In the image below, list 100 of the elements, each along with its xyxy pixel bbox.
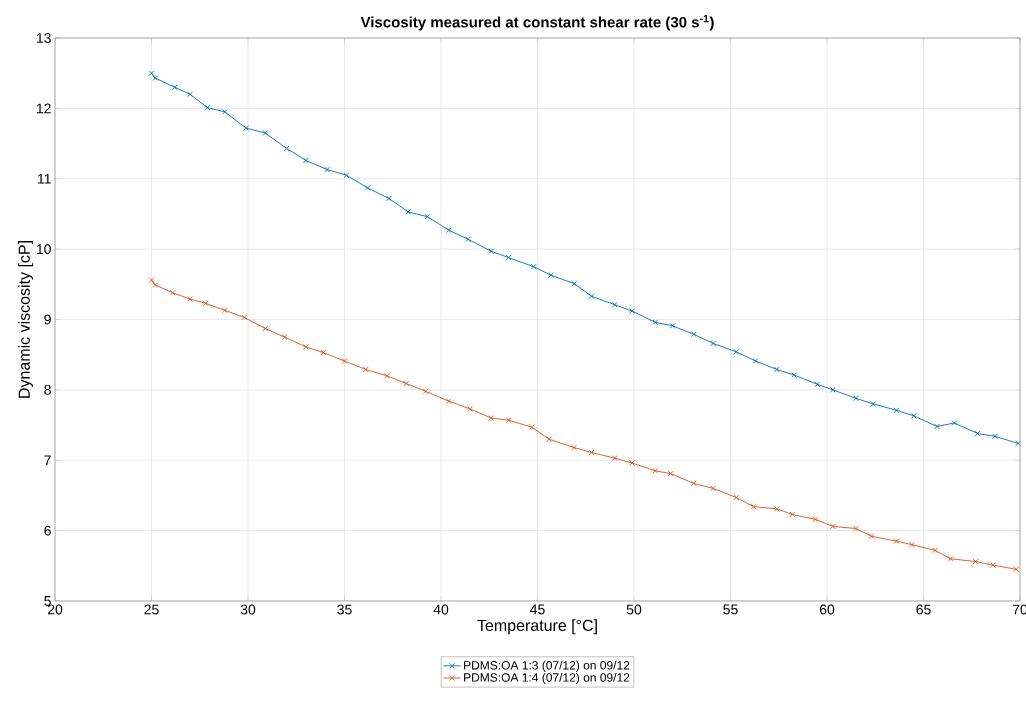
legend-label: PDMS:OA 1:4 (07/12) on 09/12	[464, 672, 630, 685]
point	[652, 467, 659, 474]
y-tick-label: 7	[44, 455, 51, 466]
point	[571, 280, 578, 287]
point	[853, 395, 859, 402]
point	[262, 325, 269, 332]
x-tick-label: 25	[144, 604, 159, 615]
point	[302, 344, 309, 350]
point	[148, 277, 155, 284]
point	[991, 433, 998, 440]
point	[947, 555, 954, 562]
point	[241, 314, 248, 321]
point	[281, 334, 288, 341]
y-tick-label: 8	[44, 384, 51, 395]
y-tick-label: 5	[44, 596, 51, 606]
point	[629, 460, 635, 466]
point	[990, 562, 996, 569]
point	[1015, 440, 1021, 447]
point	[152, 75, 159, 82]
point	[221, 307, 228, 314]
point	[221, 108, 228, 115]
x-axis-title: Temperature [°C]	[477, 619, 597, 635]
point	[652, 319, 659, 326]
point	[385, 195, 392, 202]
point	[571, 444, 578, 451]
point	[910, 412, 917, 419]
y-axis-title: Dynamic viscosity [cP]	[18, 241, 34, 398]
point	[829, 386, 836, 393]
point	[343, 172, 350, 179]
y-tick-label: 9	[44, 314, 51, 325]
point	[422, 388, 429, 395]
point	[893, 538, 900, 545]
point	[320, 349, 327, 356]
point	[629, 308, 635, 314]
point	[505, 254, 512, 261]
point	[445, 398, 452, 405]
point	[445, 227, 452, 234]
point	[853, 525, 859, 532]
point	[152, 282, 159, 288]
point	[169, 289, 176, 296]
point	[710, 340, 717, 347]
point	[283, 145, 290, 152]
point	[171, 84, 178, 91]
x-tick-label: 60	[819, 604, 835, 615]
point	[505, 417, 512, 424]
y-tick-label: 6	[44, 525, 51, 536]
point	[932, 547, 939, 554]
point	[611, 455, 618, 462]
point	[488, 248, 495, 255]
point	[690, 331, 697, 338]
y-tick-label: 10	[36, 244, 51, 255]
legend-label: PDMS:OA 1:3 (07/12) on 09/12	[464, 660, 630, 672]
point	[733, 494, 740, 501]
chart-title: Viscosity measured at constant shear rate (30 s$^{-1}$)	[360, 14, 714, 31]
point	[1013, 566, 1020, 573]
x-tick-label: 20	[47, 604, 63, 615]
point	[488, 415, 495, 421]
point	[302, 157, 309, 164]
point	[403, 380, 410, 387]
x-tick-label: 40	[433, 604, 449, 615]
x-tick-label: 50	[626, 604, 642, 615]
point	[364, 184, 371, 191]
point	[812, 516, 819, 523]
point	[733, 348, 740, 355]
x-tick-label: 30	[240, 604, 256, 615]
point	[773, 366, 780, 373]
point	[262, 130, 269, 136]
x-tick-label: 55	[723, 604, 738, 615]
point	[465, 236, 471, 243]
point	[546, 436, 553, 443]
point	[530, 263, 537, 270]
point	[773, 505, 780, 512]
point	[814, 381, 821, 388]
point	[528, 424, 535, 431]
point	[187, 296, 194, 303]
point	[951, 420, 958, 426]
point	[750, 503, 757, 510]
point	[187, 91, 194, 98]
y-tick-label: 13	[36, 33, 51, 43]
point	[893, 407, 900, 414]
point	[362, 366, 369, 373]
point	[789, 511, 796, 518]
point	[669, 322, 676, 329]
point	[752, 358, 759, 364]
point	[204, 104, 211, 111]
x-tick-label: 65	[916, 604, 931, 615]
point	[148, 70, 155, 77]
point	[588, 293, 595, 300]
point	[243, 125, 249, 131]
y-tick-label: 12	[36, 103, 51, 114]
point	[690, 480, 697, 487]
point	[710, 485, 717, 492]
x-tick-label: 35	[337, 604, 352, 615]
y-tick-label: 11	[38, 173, 51, 184]
point	[868, 533, 875, 540]
point	[972, 558, 979, 565]
point	[934, 423, 940, 430]
point	[424, 213, 431, 220]
x-tick-label: 45	[530, 604, 545, 615]
point	[202, 300, 209, 307]
